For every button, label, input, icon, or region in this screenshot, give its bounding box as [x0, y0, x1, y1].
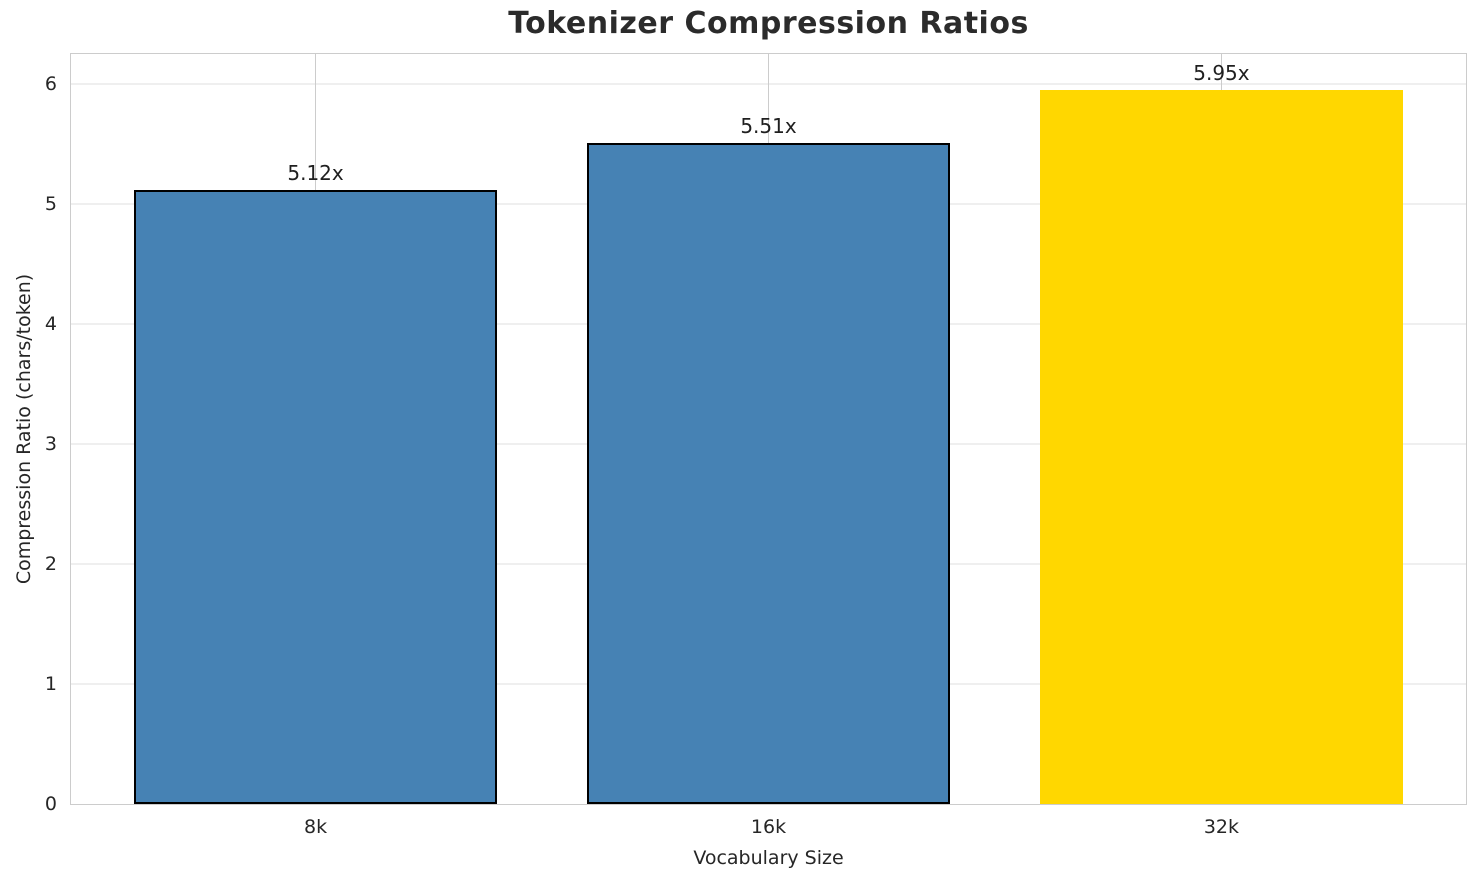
y-tick-label: 3: [44, 433, 57, 455]
x-axis-label: Vocabulary Size: [693, 847, 844, 869]
y-tick-label: 4: [44, 313, 57, 335]
bar-value-label: 5.51x: [740, 113, 797, 138]
y-tick-label: 2: [44, 553, 57, 575]
y-tick-label: 1: [44, 673, 57, 695]
bar-value-label: 5.95x: [1193, 61, 1250, 85]
bar-16k: [587, 142, 950, 804]
bar-8k: [134, 189, 497, 804]
y-tick-label: 6: [44, 73, 57, 95]
plot-area: 0 1 2 3 4 5 6 5.12x 8k 5.51x 16k 5.95x 32k: [45, 53, 1467, 838]
x-tick-label: 8k: [304, 816, 328, 838]
x-tick-label: 32k: [1203, 816, 1240, 838]
y-tick-label: 0: [44, 793, 57, 815]
x-tick-label: 16k: [750, 816, 787, 838]
y-tick-label: 5: [44, 193, 57, 215]
chart-title: Tokenizer Compression Ratios: [508, 6, 1029, 41]
bar-32k: [1040, 90, 1403, 804]
bar-value-label: 5.12x: [287, 160, 344, 185]
y-axis-label: Compression Ratio (chars/token): [13, 273, 35, 585]
